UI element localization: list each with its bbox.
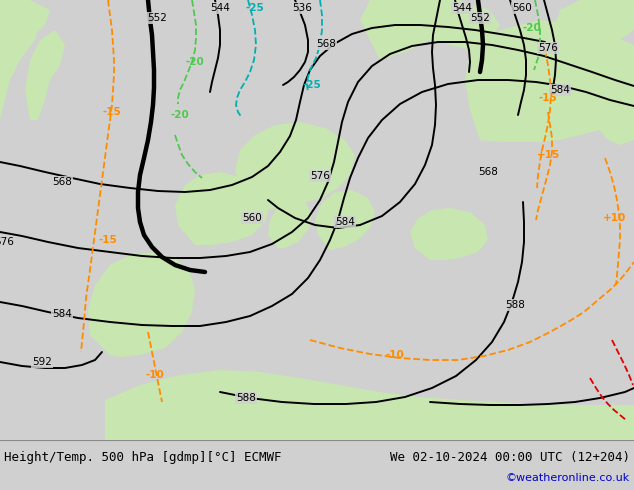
Polygon shape [555,0,634,60]
Text: -20: -20 [171,110,190,120]
Text: -25: -25 [302,80,321,90]
Polygon shape [410,208,488,260]
Polygon shape [0,0,20,40]
Text: 584: 584 [52,309,72,319]
Text: -15: -15 [99,235,117,245]
Text: +15: +15 [536,150,560,160]
Text: 588: 588 [505,300,525,310]
Text: 544: 544 [210,3,230,13]
Polygon shape [360,0,500,60]
Polygon shape [25,30,65,120]
Polygon shape [465,20,634,142]
Text: -20: -20 [186,57,204,67]
Polygon shape [268,198,312,248]
Text: ©weatheronline.co.uk: ©weatheronline.co.uk [506,473,630,483]
Text: 576: 576 [310,171,330,181]
Text: 552: 552 [147,13,167,23]
Text: -20: -20 [522,23,541,33]
Text: 576: 576 [538,43,558,53]
Text: 552: 552 [470,13,490,23]
Text: -15: -15 [103,107,121,117]
Text: -25: -25 [245,3,264,13]
Text: Height/Temp. 500 hPa [gdmp][°C] ECMWF: Height/Temp. 500 hPa [gdmp][°C] ECMWF [4,450,281,464]
Text: 560: 560 [512,3,532,13]
Text: 584: 584 [335,217,355,227]
Polygon shape [105,370,634,440]
Text: 584: 584 [550,85,570,95]
Text: 560: 560 [242,213,262,223]
Text: We 02-10-2024 00:00 UTC (12+204): We 02-10-2024 00:00 UTC (12+204) [390,450,630,464]
Text: 568: 568 [478,167,498,177]
Polygon shape [590,60,634,145]
Polygon shape [175,172,270,245]
Text: -10: -10 [146,370,164,380]
Polygon shape [235,122,355,210]
Text: -10: -10 [385,350,404,360]
Polygon shape [88,252,195,357]
Text: 576: 576 [0,237,14,247]
Polygon shape [0,0,50,60]
Text: 568: 568 [316,39,336,49]
Polygon shape [0,0,40,120]
Polygon shape [315,190,375,250]
Text: -15: -15 [539,93,557,103]
Text: 544: 544 [452,3,472,13]
Text: +10: +10 [602,213,626,223]
Text: 592: 592 [32,357,52,367]
Text: 588: 588 [236,393,256,403]
Text: 568: 568 [52,177,72,187]
Text: 536: 536 [292,3,312,13]
